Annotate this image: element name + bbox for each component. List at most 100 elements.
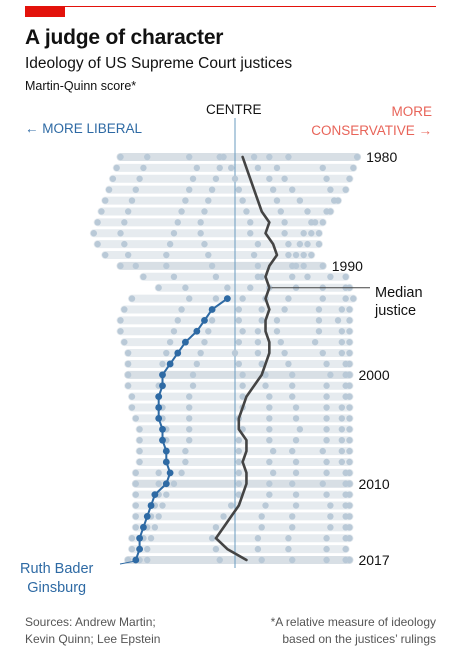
justice-dot-1991-6 [304, 273, 311, 281]
justice-dot-1996-2 [205, 328, 212, 335]
justice-dot-2012-5 [292, 502, 300, 509]
justice-dot-1981-0 [113, 164, 120, 172]
justice-dot-2005-8 [346, 426, 353, 433]
justice-dot-2005-2 [186, 426, 193, 433]
justice-dot-2000-6 [327, 371, 334, 379]
ginsburg-dot-2010 [162, 480, 170, 488]
justice-dot-1983-8 [342, 186, 349, 193]
ginsburg-dot-2008 [162, 458, 170, 466]
justice-dot-2009-8 [346, 469, 353, 477]
justice-dot-2007-3 [235, 447, 243, 455]
ginsburg-dot-2002 [155, 393, 163, 401]
justice-dot-1991-0 [140, 273, 147, 281]
ginsburg-dot-2013 [143, 513, 151, 520]
row-band-1992 [154, 283, 354, 292]
justice-dot-1995-3 [235, 317, 243, 324]
justice-dot-1988-4 [254, 240, 262, 248]
justice-dot-2003-6 [323, 404, 330, 411]
justice-dot-2002-6 [323, 393, 330, 400]
more-liberal-label: ← MORE LIBERAL [25, 121, 143, 136]
justice-dot-1980-4 [220, 153, 227, 161]
justice-dot-1989-6 [292, 251, 300, 259]
justice-dot-1991-4 [258, 273, 265, 281]
justice-dot-1998-0 [124, 349, 132, 357]
justice-dot-1982-5 [266, 175, 273, 182]
justice-dot-1989-7 [300, 251, 307, 259]
justice-dot-1982-8 [346, 175, 353, 182]
justice-dot-2012-4 [262, 502, 269, 509]
justice-dot-2011-2 [163, 491, 170, 498]
justice-dot-2003-7 [338, 404, 346, 411]
row-band-1987 [89, 229, 323, 238]
justice-dot-2007-7 [338, 447, 346, 455]
justice-dot-2017-3 [216, 556, 223, 564]
justice-dot-1985-6 [304, 208, 311, 215]
ginsburg-dot-2004 [155, 415, 163, 422]
chart-title: A judge of character [25, 26, 224, 49]
justice-dot-1996-3 [239, 328, 246, 335]
justice-dot-1981-4 [227, 164, 235, 172]
ginsburg-dot-2009 [166, 469, 174, 477]
justice-dot-1997-1 [166, 338, 174, 346]
justice-dot-2004-6 [323, 415, 330, 422]
conservative-label: CONSERVATIVE → [311, 123, 432, 138]
ginsburg-dot-2014 [140, 523, 147, 531]
justice-dot-2004-4 [266, 415, 273, 422]
justice-dot-2001-5 [289, 382, 296, 389]
brand-red-bar [25, 6, 65, 17]
chart-unit-note: Martin-Quinn score* [25, 79, 137, 93]
row-band-2009 [131, 468, 354, 477]
justice-dot-2000-2 [189, 371, 197, 379]
justice-dot-1981-3 [216, 164, 223, 172]
justice-dot-2013-6 [327, 513, 334, 520]
justice-dot-1988-5 [285, 240, 292, 248]
justice-dot-2015-6 [323, 535, 330, 542]
justice-dot-1981-2 [193, 164, 201, 172]
justice-dot-2002-3 [239, 393, 246, 400]
ginsburg-label-line2: Ginsburg [27, 580, 87, 596]
ginsburg-dot-1998 [174, 349, 182, 357]
justice-dot-2010-5 [289, 480, 296, 487]
row-band-1988 [93, 240, 323, 249]
justice-dot-2008-6 [323, 458, 330, 466]
justice-dot-2011-0 [132, 491, 139, 498]
justice-dot-2003-2 [186, 404, 193, 411]
justice-dot-2000-8 [346, 371, 353, 379]
justice-dot-1987-7 [308, 230, 315, 237]
year-tick-label-1990: 1990 [332, 258, 363, 274]
justice-dot-2006-2 [186, 436, 193, 444]
justice-dot-1983-7 [327, 186, 334, 193]
justice-dot-2005-0 [136, 426, 143, 433]
justice-dot-1990-3 [208, 262, 216, 270]
justice-dot-1981-6 [273, 164, 281, 172]
justice-dot-1985-2 [178, 208, 185, 215]
row-band-2014 [131, 523, 354, 532]
justice-dot-1990-6 [292, 262, 300, 270]
justice-dot-1998-3 [231, 349, 239, 357]
justice-dot-1987-8 [315, 230, 323, 237]
justice-dot-2002-2 [186, 393, 193, 400]
justice-dot-1986-3 [197, 219, 204, 226]
justice-dot-2005-7 [338, 426, 346, 433]
justice-dot-2007-8 [346, 447, 353, 455]
justice-dot-1999-0 [124, 360, 132, 368]
justice-dot-2011-4 [266, 491, 273, 498]
justice-dot-2012-3 [227, 502, 235, 509]
year-tick-label-1980: 1980 [366, 149, 397, 165]
justice-dot-1996-5 [273, 328, 281, 335]
row-band-1991 [139, 272, 350, 281]
justice-dot-1989-4 [250, 251, 258, 259]
ginsburg-dot-1997 [181, 338, 189, 346]
row-band-2016 [127, 545, 350, 554]
justice-dot-1986-7 [311, 219, 319, 226]
justice-dot-2013-8 [346, 513, 353, 520]
ginsburg-dot-2012 [147, 502, 155, 509]
justice-dot-2005-6 [323, 426, 330, 433]
median-label-line2: justice [375, 303, 417, 319]
justice-dot-1992-1 [182, 284, 189, 291]
justice-dot-1998-4 [254, 349, 262, 357]
justice-dot-2000-3 [239, 371, 246, 379]
justice-dot-1984-1 [128, 197, 136, 204]
justice-dot-1991-1 [170, 273, 178, 281]
